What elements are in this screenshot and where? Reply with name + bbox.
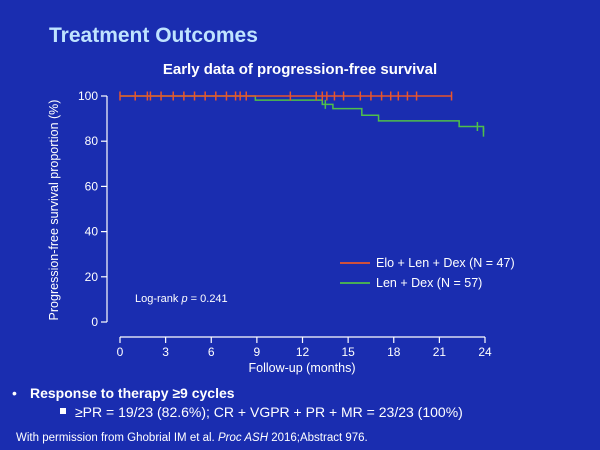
log-rank-annotation: Log-rank p = 0.241 [135,293,228,305]
bullet-sub: ≥PR = 19/23 (82.6%); CR + VGPR + PR + MR… [60,404,463,420]
chart-legend: Elo + Len + Dex (N = 47) Len + Dex (N = 5… [340,256,515,290]
chart-axes: 0 20 40 60 80 100 0 3 6 9 12 15 18 21 24 [78,89,492,359]
x-tick-label: 24 [478,345,492,359]
citation-prefix: With permission from Ghobrial IM et al. [16,432,218,444]
y-tick-label: 60 [85,179,99,193]
pfs-chart: 0 20 40 60 80 100 0 3 6 9 12 15 18 21 24 Progression-f… [47,89,515,375]
square-bullet-icon [60,408,66,415]
chart-series [119,91,485,137]
x-axis-label: Follow-up (months) [249,361,356,375]
citation: With permission from Ghobrial IM et al. … [16,432,368,444]
slide-title: Treatment Outcomes [49,24,258,47]
x-tick-label: 12 [296,345,310,359]
x-tick-label: 3 [162,345,169,359]
bullet-sub-text: ≥PR = 19/23 (82.6%); CR + VGPR + PR + MR… [75,404,463,420]
y-tick-label: 100 [78,89,98,103]
bullet-main-text: Response to therapy ≥9 cycles [30,385,235,401]
log-rank-variable: p [180,293,187,305]
bullet-main: • Response to therapy ≥9 cycles [12,385,235,401]
y-tick-label: 80 [85,134,99,148]
series-0 [119,91,453,101]
x-tick-label: 21 [433,345,447,359]
x-tick-label: 6 [208,345,215,359]
log-rank-prefix: Log-rank [135,293,181,305]
y-tick-label: 0 [91,315,98,329]
y-axis-label: Progression-free survival proportion (%) [47,100,61,321]
bullet-dot-icon: • [12,385,17,401]
y-tick-label: 20 [85,270,99,284]
legend-label-1: Len + Dex (N = 57) [376,276,482,290]
series-1 [120,95,485,137]
legend-label-0: Elo + Len + Dex (N = 47) [376,256,515,270]
x-tick-label: 9 [254,345,261,359]
citation-journal: Proc ASH [217,432,269,444]
series-line [120,95,485,133]
x-tick-label: 18 [387,345,401,359]
x-tick-label: 15 [341,345,355,359]
x-tick-label: 0 [117,345,124,359]
log-rank-value: = 0.241 [188,293,228,305]
chart-title: Early data of progression-free survival [162,61,438,78]
citation-suffix: 2016;Abstract 976. [268,432,368,444]
y-tick-label: 40 [85,225,99,239]
